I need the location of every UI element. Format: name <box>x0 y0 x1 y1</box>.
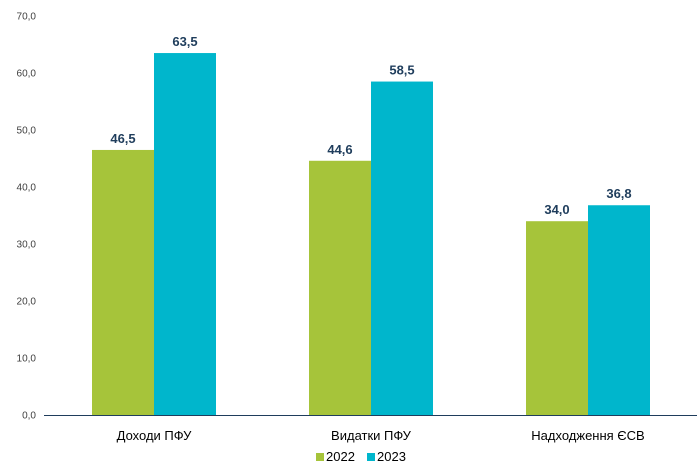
legend-swatch-2023 <box>367 453 375 461</box>
legend: 2022 2023 <box>316 449 406 463</box>
bar-2023-3 <box>588 205 650 415</box>
legend-label-2022: 2022 <box>326 449 355 463</box>
y-tick-label: 10,0 <box>17 354 37 365</box>
data-label-2023-2: 58,5 <box>389 63 414 78</box>
legend-label-2023: 2023 <box>377 449 406 463</box>
y-tick-label: 40,0 <box>17 183 37 194</box>
data-label-2023-3: 36,8 <box>606 186 631 201</box>
y-axis-tick-labels: 0,0 10,0 20,0 30,0 40,0 50,0 60,0 70,0 <box>17 12 37 422</box>
legend-swatch-2022 <box>316 453 324 461</box>
y-tick-label: 60,0 <box>17 69 37 80</box>
y-tick-label: 50,0 <box>17 126 37 137</box>
y-tick-label: 30,0 <box>17 240 37 251</box>
y-tick-label: 0,0 <box>22 411 36 422</box>
bar-2023-2 <box>371 81 433 416</box>
bar-2022-1 <box>92 149 154 415</box>
bar-2022-3 <box>526 221 588 415</box>
bar-2022-2 <box>309 160 371 415</box>
category-labels: Доходи ПФУ Видатки ПФУ Надходження ЄСВ <box>117 428 645 443</box>
data-label-2022-3: 34,0 <box>544 202 569 217</box>
category-label: Надходження ЄСВ <box>531 428 644 443</box>
bar-2023-1 <box>154 53 216 416</box>
data-labels: 46,5 44,6 34,0 63,5 58,5 36,8 <box>110 34 631 217</box>
data-label-2023-1: 63,5 <box>172 34 197 49</box>
y-tick-label: 20,0 <box>17 297 37 308</box>
category-label: Доходи ПФУ <box>117 428 192 443</box>
y-tick-label: 70,0 <box>17 12 37 23</box>
data-label-2022-2: 44,6 <box>327 142 352 157</box>
category-label: Видатки ПФУ <box>331 428 412 443</box>
bars <box>92 53 650 416</box>
data-label-2022-1: 46,5 <box>110 131 135 146</box>
